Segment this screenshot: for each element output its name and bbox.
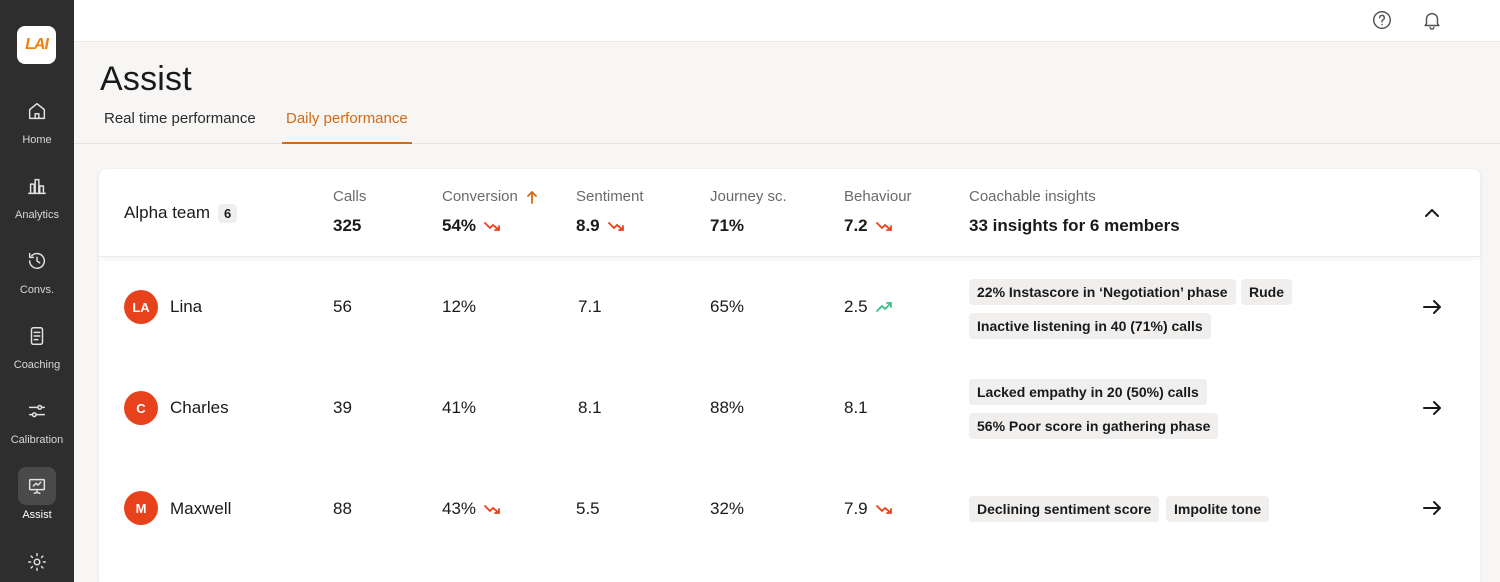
team-conversion-text: 54% xyxy=(442,216,477,235)
app-logo[interactable]: LAI xyxy=(17,26,56,64)
team-performance-card: Alpha team 6 Calls Conversion Sentiment … xyxy=(99,169,1480,582)
member-behaviour: 2.5 xyxy=(844,297,894,317)
team-insights-summary: 33 insights for 6 members xyxy=(969,216,1180,235)
member-row-lina[interactable]: LA Lina 56 12% 7.1 65% 2.5 22% Instascor… xyxy=(99,257,1480,357)
trend-down-icon xyxy=(484,220,502,232)
logo-text: LAI xyxy=(25,36,49,53)
member-name: Maxwell xyxy=(170,499,232,518)
member-behaviour-text: 7.9 xyxy=(844,499,868,518)
sidebar-item-calibration[interactable]: Calibration xyxy=(0,392,74,446)
member-name: Lina xyxy=(170,297,203,316)
team-sentiment-value: 8.9 xyxy=(576,216,626,236)
tab-bar: Real time performance Daily performance xyxy=(74,102,1500,144)
sidebar-item-label: Assist xyxy=(22,509,52,521)
member-row-charles[interactable]: C Charles 39 41% 8.1 88% 8.1 Lacked empa… xyxy=(99,357,1480,457)
team-conversion-value: 54% xyxy=(442,216,502,236)
member-conversion: 12% xyxy=(442,297,477,316)
insight-chip[interactable]: Lacked empathy in 20 (50%) calls xyxy=(969,379,1207,405)
member-behaviour-text: 2.5 xyxy=(844,297,868,316)
arrow-right-icon[interactable] xyxy=(1420,295,1444,319)
team-sentiment-text: 8.9 xyxy=(576,216,600,235)
member-behaviour: 7.9 xyxy=(844,499,894,519)
member-conversion: 41% xyxy=(442,398,477,417)
tab-daily-performance[interactable]: Daily performance xyxy=(282,110,412,144)
document-icon xyxy=(18,317,56,355)
member-behaviour: 8.1 xyxy=(844,398,868,417)
column-header-calls: Calls xyxy=(333,188,367,205)
insight-chip[interactable]: Rude xyxy=(1241,279,1292,305)
trend-down-icon xyxy=(875,220,894,232)
member-calls: 39 xyxy=(333,398,352,417)
member-row-maxwell[interactable]: M Maxwell 88 43% 5.5 32% 7.9 Declining s… xyxy=(99,457,1480,557)
avatar: M xyxy=(124,491,158,525)
sidebar-item-label: Home xyxy=(22,134,52,146)
history-icon xyxy=(18,242,56,280)
member-journey: 88% xyxy=(710,398,745,417)
insight-chip[interactable]: Declining sentiment score xyxy=(969,496,1160,522)
column-header-insights: Coachable insights xyxy=(969,188,1096,205)
sidebar-item-convs[interactable]: Convs. xyxy=(0,242,74,296)
column-header-conversion[interactable]: Conversion xyxy=(442,188,538,205)
insight-chip[interactable]: 22% Instascore in ‘Negotiation’ phase xyxy=(969,279,1236,305)
team-journey-value: 71% xyxy=(710,216,745,235)
member-sentiment: 5.5 xyxy=(576,499,600,518)
sidebar-item-label: Coaching xyxy=(13,359,61,371)
team-behaviour-text: 7.2 xyxy=(844,216,868,235)
sidebar-item-label: Calibration xyxy=(10,434,64,446)
sidebar-item-settings[interactable] xyxy=(0,543,74,581)
home-icon xyxy=(18,92,56,130)
sidebar-item-home[interactable]: Home xyxy=(0,92,74,146)
column-header-conversion-label: Conversion xyxy=(442,188,518,205)
arrow-right-icon[interactable] xyxy=(1420,496,1444,520)
avatar: LA xyxy=(124,290,158,324)
team-member-count-badge: 6 xyxy=(218,203,238,223)
sidebar-item-label: Convs. xyxy=(19,284,55,296)
team-behaviour-value: 7.2 xyxy=(844,216,894,236)
member-calls: 56 xyxy=(333,297,352,316)
trend-down-icon xyxy=(875,503,894,515)
help-circle-icon[interactable] xyxy=(1370,8,1394,32)
top-bar xyxy=(74,0,1500,42)
sort-arrow-up-icon xyxy=(526,190,538,204)
bar-chart-icon xyxy=(18,167,56,205)
member-sentiment: 7.1 xyxy=(578,297,602,316)
team-name: Alpha team 6 xyxy=(124,203,238,223)
tab-real-time-performance[interactable]: Real time performance xyxy=(104,110,256,127)
member-journey: 32% xyxy=(710,499,745,518)
member-conversion: 43% xyxy=(442,499,502,519)
insight-chip[interactable]: Impolite tone xyxy=(1166,496,1270,522)
trend-down-icon xyxy=(484,503,502,515)
member-conversion-text: 43% xyxy=(442,499,477,518)
member-calls: 88 xyxy=(333,499,352,518)
team-calls-value: 325 xyxy=(333,216,362,235)
sidebar-item-label: Analytics xyxy=(14,209,60,221)
team-summary-row[interactable]: Alpha team 6 Calls Conversion Sentiment … xyxy=(99,169,1480,257)
trend-down-icon xyxy=(607,220,626,232)
sidebar-item-coaching[interactable]: Coaching xyxy=(0,317,74,371)
trend-up-icon xyxy=(875,301,894,313)
member-name: Charles xyxy=(170,398,229,417)
column-header-journey[interactable]: Journey sc. xyxy=(710,188,787,205)
arrow-right-icon[interactable] xyxy=(1420,396,1444,420)
insight-chip[interactable]: Inactive listening in 40 (71%) calls xyxy=(969,313,1211,339)
gear-icon xyxy=(18,543,56,581)
page-title: Assist xyxy=(100,60,192,98)
sidebar: LAI Home Analytics Convs. Coaching Calib… xyxy=(0,0,74,582)
sliders-icon xyxy=(18,392,56,430)
sidebar-item-assist[interactable]: Assist xyxy=(0,467,74,521)
bell-icon[interactable] xyxy=(1420,8,1444,32)
avatar: C xyxy=(124,391,158,425)
presentation-icon xyxy=(18,467,56,505)
team-name-label: Alpha team xyxy=(124,203,210,222)
column-header-sentiment[interactable]: Sentiment xyxy=(576,188,644,205)
member-journey: 65% xyxy=(710,297,745,316)
chevron-up-icon[interactable] xyxy=(1422,203,1442,223)
member-sentiment: 8.1 xyxy=(578,398,602,417)
column-header-behaviour[interactable]: Behaviour xyxy=(844,188,912,205)
insight-chip[interactable]: 56% Poor score in gathering phase xyxy=(969,413,1219,439)
sidebar-item-analytics[interactable]: Analytics xyxy=(0,167,74,221)
